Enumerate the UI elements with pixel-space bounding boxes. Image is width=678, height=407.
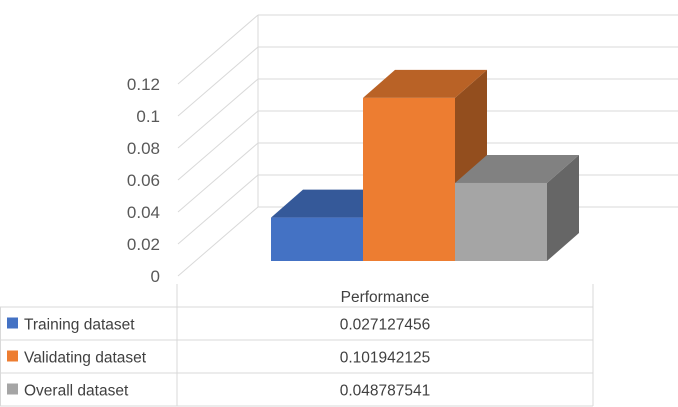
legend-key xyxy=(7,350,18,362)
legend-key xyxy=(7,383,18,395)
gridline-side xyxy=(177,14,259,85)
bar-side xyxy=(547,154,579,261)
bar-overall-dataset xyxy=(455,154,579,261)
bar-front xyxy=(363,97,455,261)
bar-front xyxy=(455,182,547,261)
legend-entry: Training dataset xyxy=(24,317,135,334)
y-tick-label: 0.04 xyxy=(127,203,160,222)
bar-front xyxy=(271,217,363,261)
gridline-side xyxy=(177,174,259,245)
bars xyxy=(271,69,579,261)
y-axis-ticks: 0 0.02 0.04 0.06 0.08 0.1 0.12 xyxy=(127,75,160,286)
y-tick-label: 0.1 xyxy=(136,107,160,126)
gridline-side xyxy=(177,78,259,149)
gridline-side xyxy=(177,110,259,181)
legend-entry: Validating dataset xyxy=(24,350,147,367)
y-tick-label: 0.08 xyxy=(127,139,160,158)
y-tick-label: 0.12 xyxy=(127,75,160,94)
gridline-side xyxy=(177,206,259,277)
data-value-label: 0.027127456 xyxy=(340,317,431,334)
bar-top xyxy=(363,69,487,98)
category-label: Performance xyxy=(341,289,430,306)
legend-key xyxy=(7,317,18,329)
data-value-label: 0.101942125 xyxy=(340,350,431,367)
legend-entry: Overall dataset xyxy=(24,383,129,400)
y-tick-label: 0.06 xyxy=(127,171,160,190)
bar-top xyxy=(455,154,579,183)
data-table: Performance Training dataset 0.027127456 Va… xyxy=(0,284,594,407)
y-tick-label: 0.02 xyxy=(127,235,160,254)
y-tick-label: 0 xyxy=(151,267,160,286)
gridline-side xyxy=(177,142,259,213)
gridline-side xyxy=(177,46,259,117)
data-value-label: 0.048787541 xyxy=(340,383,431,400)
